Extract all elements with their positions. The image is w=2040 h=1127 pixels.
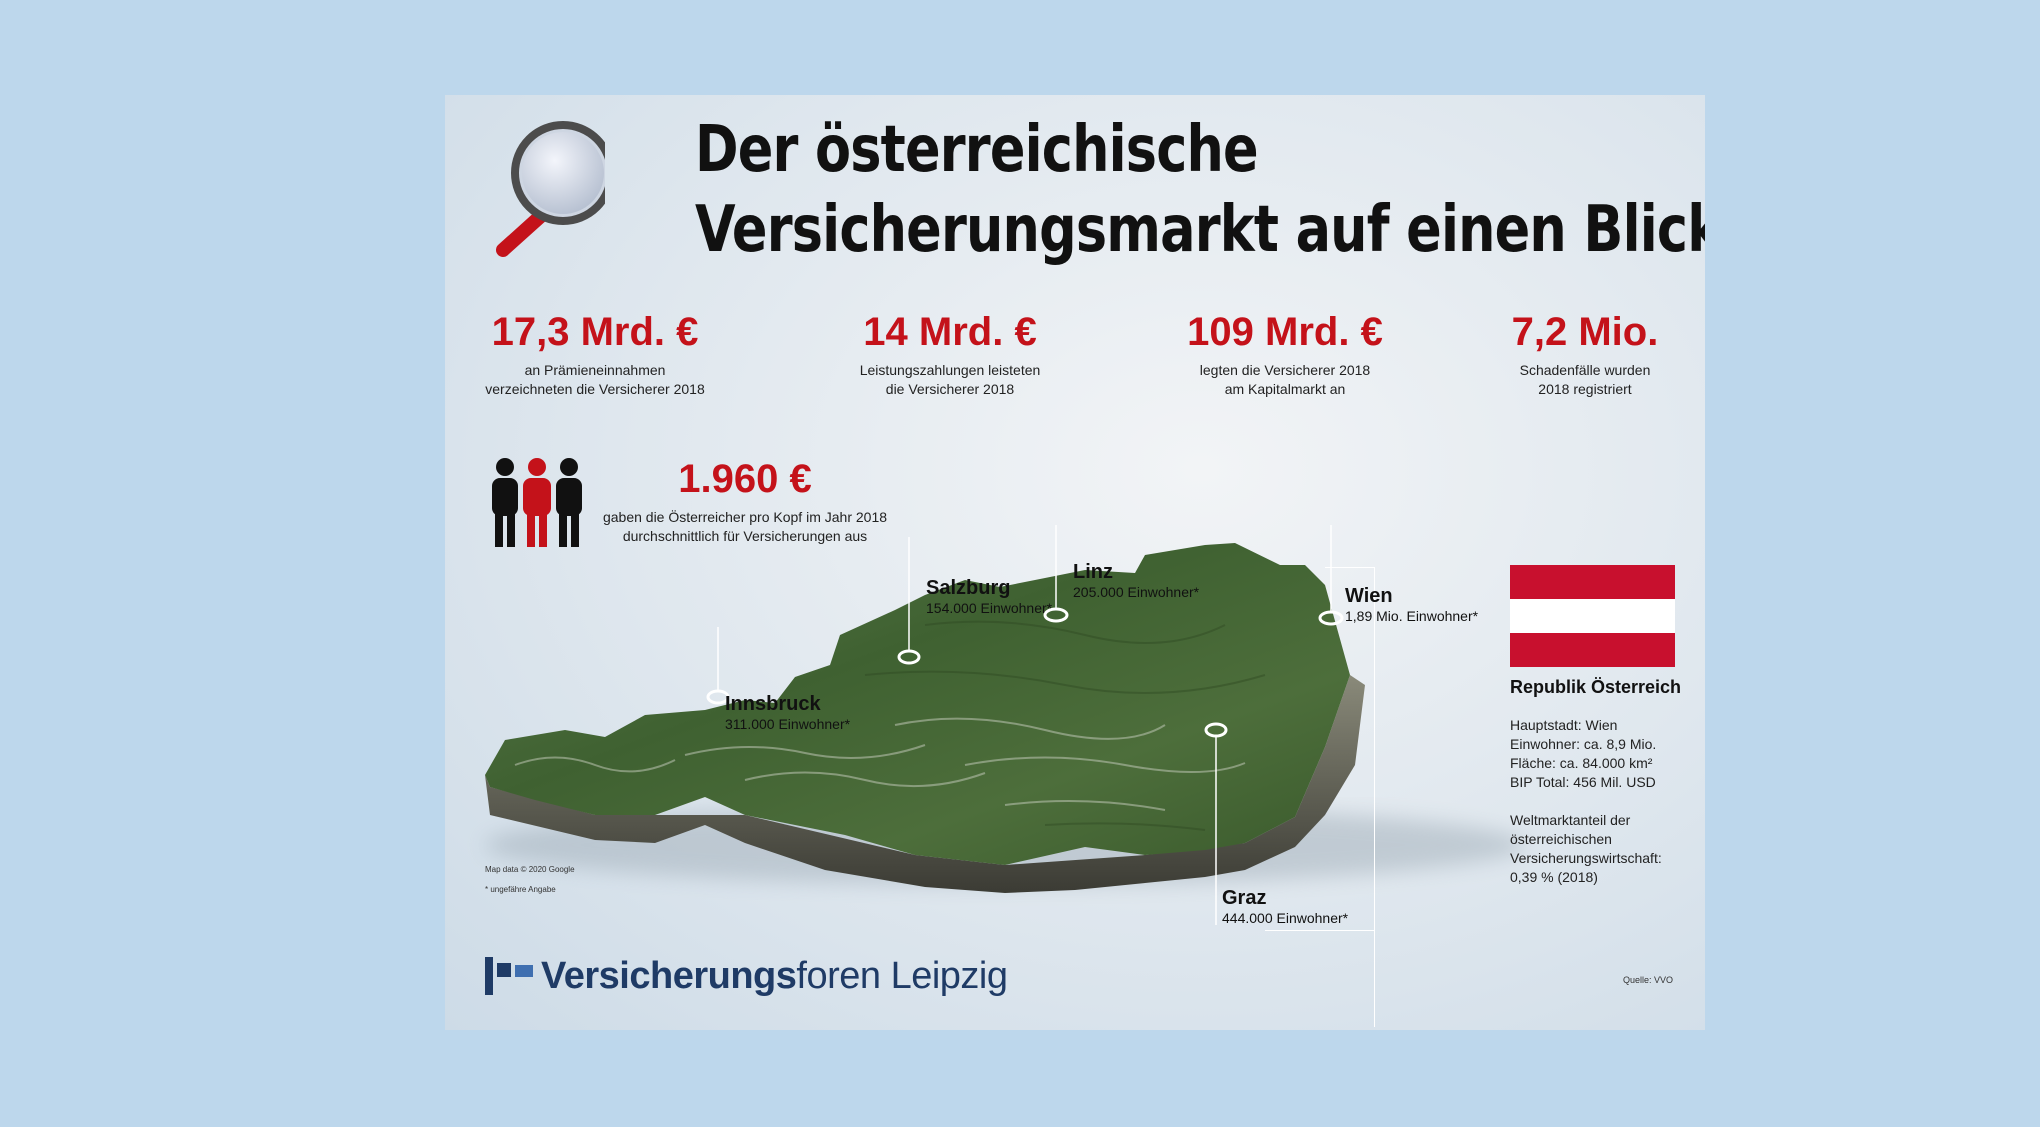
city-graz: Graz 444.000 Einwohner*	[1222, 887, 1348, 926]
approx-note: * ungefähre Angabe	[485, 885, 556, 894]
stat-value: 7,2 Mio.	[1511, 310, 1659, 354]
people-icon	[492, 458, 582, 547]
stat-desc-2: die Versicherer 2018	[885, 381, 1015, 397]
frame-line-right	[1374, 567, 1375, 1027]
city-population: 311.000 Einwohner*	[725, 716, 851, 732]
city-name: Salzburg	[926, 577, 1011, 599]
per-capita-block: 1.960 € gaben die Österreicher pro Kopf …	[595, 457, 895, 546]
market-share-line-2: österreichischen	[1510, 831, 1612, 847]
title-line-1: Der österreichische	[695, 113, 1259, 187]
city-name: Linz	[1073, 561, 1113, 583]
city-wien: Wien 1,89 Mio. Einwohner*	[1345, 585, 1478, 624]
country-population: Einwohner: ca. 8,9 Mio.	[1510, 736, 1657, 752]
logo-text-regular: foren Leipzig	[796, 955, 1008, 997]
stat-payments: 14 Mrd. € Leistungszahlungen leisteten d…	[800, 310, 1100, 399]
city-linz: Linz 205.000 Einwohner*	[1073, 561, 1199, 600]
city-population: 205.000 Einwohner*	[1073, 584, 1200, 600]
per-capita-desc-2: durchschnittlich für Versicherungen aus	[622, 528, 868, 544]
stat-desc-1: Leistungszahlungen leisteten	[859, 362, 1041, 378]
city-name: Innsbruck	[725, 693, 821, 715]
city-population: 154.000 Einwohner*	[926, 600, 1053, 616]
market-share-line-4: 0,39 % (2018)	[1510, 869, 1598, 885]
city-name: Wien	[1345, 585, 1393, 607]
stat-value: 109 Mrd. €	[1187, 310, 1383, 354]
per-capita-value: 1.960 €	[678, 457, 812, 501]
infographic-card: Der österreichische Versicherungsmarkt a…	[445, 95, 1705, 1030]
city-salzburg: Salzburg 154.000 Einwohner*	[926, 577, 1052, 616]
country-name: Republik Österreich	[1510, 677, 1682, 697]
source-note: Quelle: VVO	[1623, 975, 1674, 985]
frame-line-bottom	[1265, 930, 1375, 931]
city-innsbruck: Innsbruck 311.000 Einwohner*	[725, 693, 850, 732]
country-area: Fläche: ca. 84.000 km²	[1510, 755, 1653, 771]
per-capita-desc-1: gaben die Österreicher pro Kopf im Jahr …	[602, 509, 888, 525]
frame-line-top	[1325, 567, 1375, 568]
title-line-2: Versicherungsmarkt auf einen Blick	[695, 193, 1705, 267]
logo-text-bold: Versicherungs	[541, 955, 797, 997]
country-capital: Hauptstadt: Wien	[1510, 717, 1618, 733]
austria-map	[485, 525, 1525, 925]
country-gdp: BIP Total: 456 Mil. USD	[1510, 774, 1656, 790]
stat-value: 14 Mrd. €	[863, 310, 1037, 354]
city-name: Graz	[1222, 887, 1267, 909]
stat-desc-2: 2018 registriert	[1538, 381, 1632, 397]
market-share-line-1: Weltmarktanteil der	[1510, 812, 1631, 828]
stat-capital: 109 Mrd. € legten die Versicherer 2018 a…	[1135, 310, 1435, 399]
stat-desc-1: Schadenfälle wurden	[1519, 362, 1651, 378]
stat-desc-2: am Kapitalmarkt an	[1224, 381, 1346, 397]
stat-desc-1: legten die Versicherer 2018	[1199, 362, 1371, 378]
magnifier-icon	[496, 121, 605, 257]
stat-desc-1: an Prämieneinnahmen	[524, 362, 666, 378]
market-share-line-3: Versicherungswirtschaft:	[1510, 850, 1662, 866]
country-info: Republik Österreich Hauptstadt: Wien Ein…	[1510, 677, 1700, 887]
stat-claims: 7,2 Mio. Schadenfälle wurden 2018 regist…	[1475, 310, 1695, 399]
austria-flag	[1510, 565, 1675, 667]
logo-mark-icon	[485, 957, 533, 995]
map-data-note: Map data © 2020 Google	[485, 865, 575, 874]
stat-value: 17,3 Mrd. €	[491, 310, 699, 354]
city-population: 444.000 Einwohner*	[1222, 910, 1349, 926]
city-population: 1,89 Mio. Einwohner*	[1345, 608, 1479, 624]
stat-desc-2: verzeichneten die Versicherer 2018	[485, 381, 705, 397]
stat-premiums: 17,3 Mrd. € an Prämieneinnahmen verzeich…	[445, 310, 745, 399]
